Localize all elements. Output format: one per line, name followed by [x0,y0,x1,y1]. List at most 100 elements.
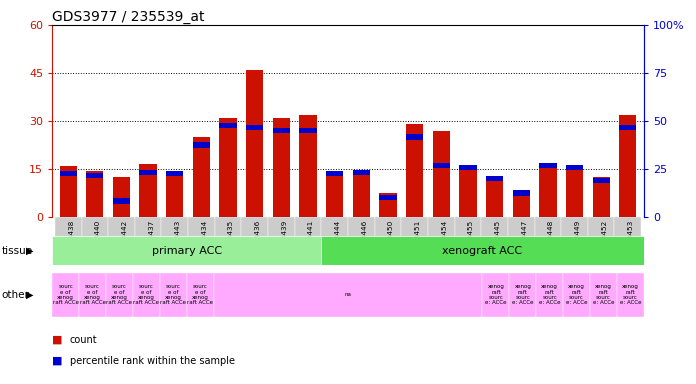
Bar [79,273,106,317]
Bar [482,273,509,317]
Text: percentile rank within the sample: percentile rank within the sample [70,356,235,366]
Bar [55,217,81,265]
Text: na: na [345,292,351,297]
Bar [321,236,644,265]
Text: GSM718441: GSM718441 [308,219,314,263]
Bar [299,128,317,133]
Bar [135,217,161,265]
Bar [374,217,402,265]
Bar [161,217,188,265]
Bar [353,170,370,217]
Bar [52,273,79,317]
Text: GSM718438: GSM718438 [68,219,74,263]
Text: GSM718434: GSM718434 [201,219,207,263]
Bar [348,217,374,265]
Bar [166,171,184,176]
Text: GSM718435: GSM718435 [228,219,234,263]
Bar [509,273,536,317]
Text: ▶: ▶ [26,290,34,300]
Bar [512,191,530,217]
Bar [406,134,423,139]
Text: tissue: tissue [1,245,33,256]
Bar [188,217,215,265]
Bar [459,166,477,217]
Bar [166,170,184,217]
Text: ▶: ▶ [26,245,34,256]
Bar [379,195,397,200]
Bar [539,164,557,217]
Text: GSM718446: GSM718446 [361,219,367,263]
Bar [592,177,610,217]
Text: GSM718436: GSM718436 [255,219,261,263]
Bar [113,199,130,204]
Bar [108,217,135,265]
Bar [106,273,133,317]
Bar [86,170,104,217]
Bar [619,125,636,130]
Bar [590,273,617,317]
Bar [617,273,644,317]
Bar [242,217,268,265]
Text: primary ACC: primary ACC [152,245,222,256]
Bar [433,131,450,217]
Bar [353,170,370,175]
Text: GSM718440: GSM718440 [95,219,101,263]
Bar [193,142,210,147]
Bar [433,163,450,168]
Text: xenog
raft
sourc
e: ACCe: xenog raft sourc e: ACCe [512,284,534,305]
Text: GSM718455: GSM718455 [468,219,474,263]
Text: GDS3977 / 235539_at: GDS3977 / 235539_at [52,10,205,23]
Bar [566,166,583,217]
Bar [619,114,636,217]
Text: GSM718442: GSM718442 [122,219,127,263]
Bar [214,273,482,317]
Bar [486,176,503,181]
Bar [508,217,535,265]
Bar [402,217,428,265]
Text: sourc
e of
xenog
raft ACCe: sourc e of xenog raft ACCe [53,284,79,305]
Bar [536,273,563,317]
Text: GSM718450: GSM718450 [388,219,394,263]
Text: GSM718439: GSM718439 [281,219,287,263]
Bar [535,217,561,265]
Text: xenog
raft
sourc
e: ACCe: xenog raft sourc e: ACCe [485,284,507,305]
Bar [246,125,263,130]
Text: GSM718437: GSM718437 [148,219,154,263]
Bar [326,170,343,217]
Bar [615,217,641,265]
Text: ■: ■ [52,335,63,345]
Bar [512,190,530,195]
Bar [139,170,157,175]
Text: GSM718449: GSM718449 [574,219,580,263]
Bar [273,118,290,217]
Bar [60,166,77,217]
Bar [459,165,477,170]
Text: sourc
e of
xenog
raft ACCe: sourc e of xenog raft ACCe [79,284,106,305]
Bar [588,217,615,265]
Text: xenog
raft
sourc
e: ACCe: xenog raft sourc e: ACCe [566,284,587,305]
Text: GSM718453: GSM718453 [628,219,634,263]
Bar [52,236,321,265]
Text: xenog
raft
sourc
e: ACCe: xenog raft sourc e: ACCe [593,284,614,305]
Text: sourc
e of
xenog
raft ACCe: sourc e of xenog raft ACCe [106,284,132,305]
Bar [322,217,348,265]
Text: ■: ■ [52,356,63,366]
Bar [160,273,187,317]
Text: count: count [70,335,97,345]
Bar [215,217,242,265]
Text: GSM718445: GSM718445 [495,219,500,263]
Bar [139,164,157,217]
Bar [133,273,160,317]
Bar [592,178,610,183]
Bar [219,118,237,217]
Bar [193,137,210,217]
Text: GSM718443: GSM718443 [175,219,181,263]
Bar [406,124,423,217]
Text: xenog
raft
sourc
e: ACCe: xenog raft sourc e: ACCe [619,284,641,305]
Text: xenograft ACC: xenograft ACC [443,245,523,256]
Text: sourc
e of
xenog
raft ACCe: sourc e of xenog raft ACCe [160,284,187,305]
Bar [561,217,588,265]
Text: GSM718444: GSM718444 [335,219,340,263]
Text: GSM718447: GSM718447 [521,219,527,263]
Bar [454,217,481,265]
